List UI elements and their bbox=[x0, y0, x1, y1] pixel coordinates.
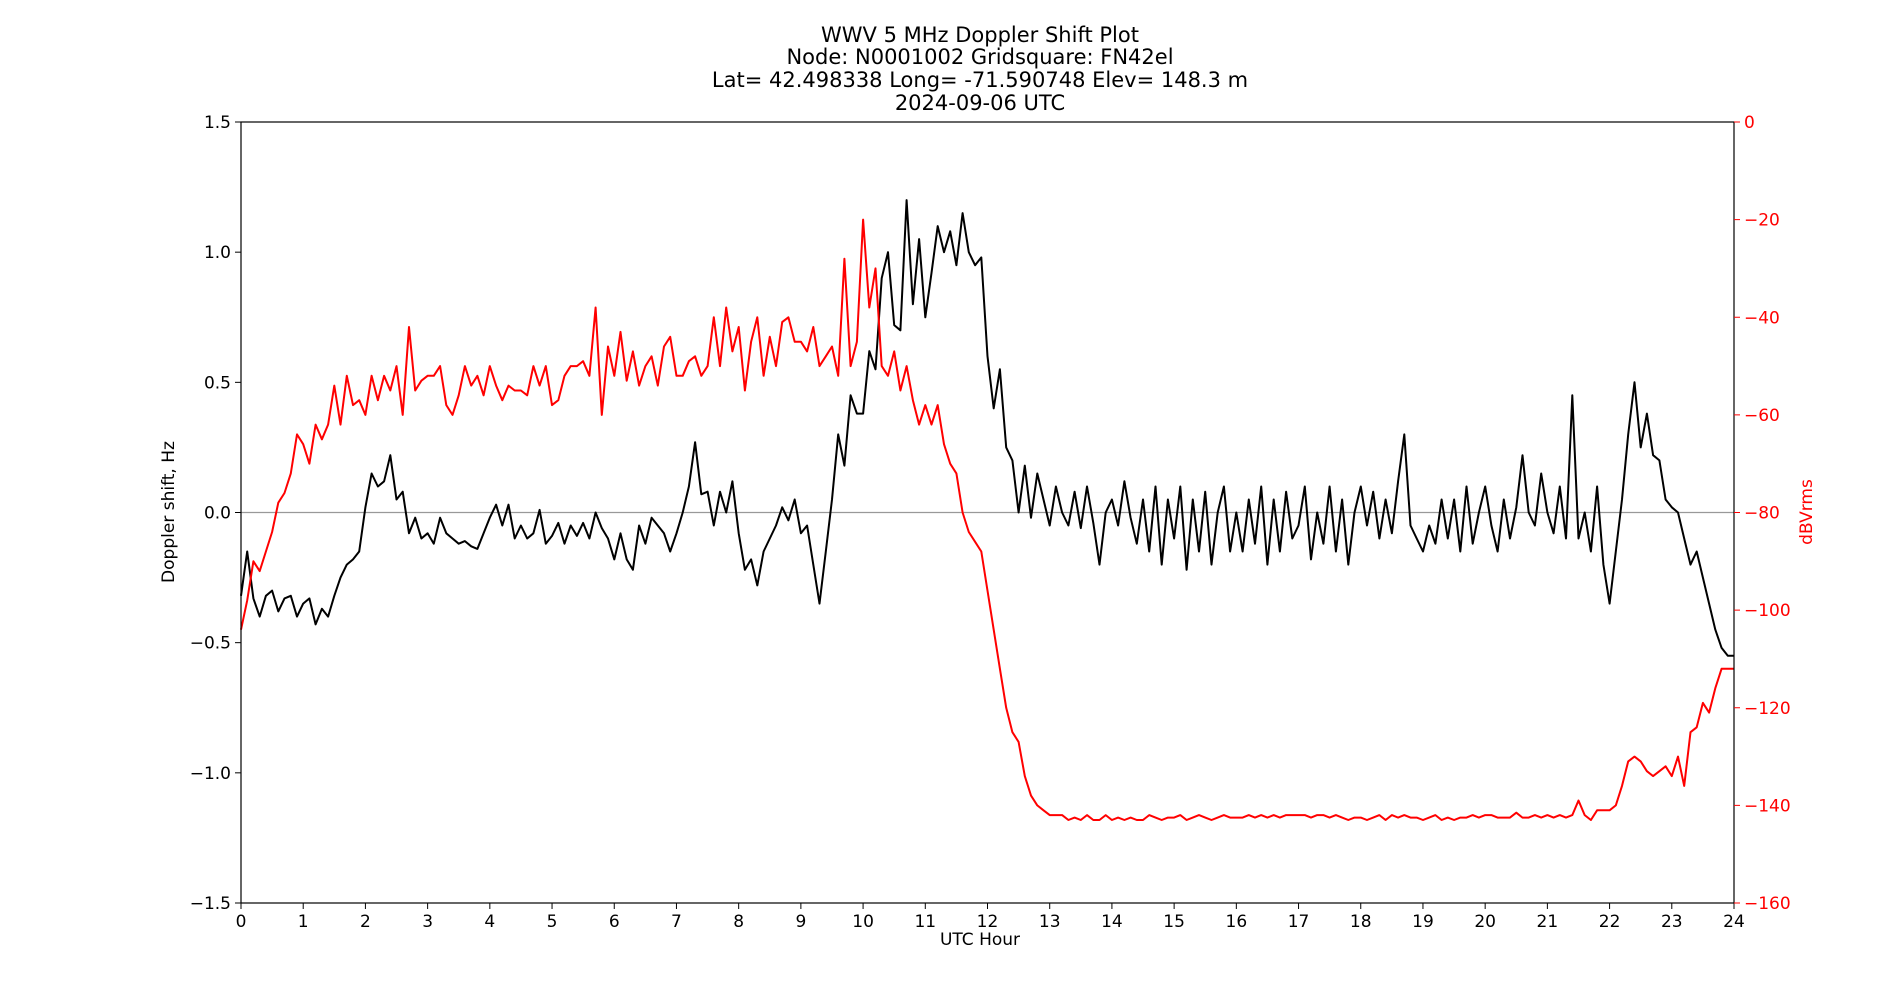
y-tick-label: 0.0 bbox=[204, 504, 231, 524]
y2-tick-label: 0 bbox=[1744, 113, 1755, 133]
x-tick-label: 15 bbox=[1163, 912, 1185, 932]
x-tick-label: 21 bbox=[1537, 912, 1559, 932]
chart-title-line-4: 2024-09-06 UTC bbox=[895, 91, 1065, 115]
series-line-power bbox=[240, 218, 1734, 821]
y-tick-label: −1.5 bbox=[190, 894, 231, 914]
x-tick-label: 11 bbox=[914, 912, 936, 932]
x-axis-label: UTC Hour bbox=[940, 930, 1020, 950]
x-tick-label: 16 bbox=[1226, 912, 1248, 932]
series-line-doppler bbox=[240, 199, 1734, 657]
x-tick-label: 9 bbox=[795, 912, 806, 932]
x-tick-label: 0 bbox=[236, 912, 247, 932]
chart-title-line-1: WWV 5 MHz Doppler Shift Plot bbox=[821, 23, 1139, 47]
x-tick-label: 1 bbox=[298, 912, 309, 932]
x-tick-label: 10 bbox=[852, 912, 874, 932]
x-tick-label: 6 bbox=[609, 912, 620, 932]
y2-tick-label: −160 bbox=[1744, 894, 1791, 914]
y-axis-label: Doppler shift, Hz bbox=[159, 441, 179, 583]
chart-title-line-3: Lat= 42.498338 Long= -71.590748 Elev= 14… bbox=[712, 68, 1248, 92]
y2-tick-label: −100 bbox=[1744, 601, 1791, 621]
y2-tick-label: −60 bbox=[1744, 406, 1780, 426]
x-tick-label: 5 bbox=[547, 912, 558, 932]
x-tick-label: 7 bbox=[671, 912, 682, 932]
x-tick-label: 2 bbox=[360, 912, 371, 932]
y-tick-label: 1.5 bbox=[204, 113, 231, 133]
x-tick-label: 3 bbox=[422, 912, 433, 932]
x-tick-label: 20 bbox=[1474, 912, 1496, 932]
y2-tick-label: −20 bbox=[1744, 211, 1780, 231]
y-tick-label: 0.5 bbox=[204, 373, 231, 393]
plot-area: 0 1 2 3 4 5 6 7 8 9 10 11 12 13 14 15 16 17 18 19 20 21 22 23 24… bbox=[190, 113, 1791, 932]
x-tick-label: 18 bbox=[1350, 912, 1372, 932]
y2-tick-label: −120 bbox=[1744, 699, 1791, 719]
x-tick-label: 22 bbox=[1599, 912, 1621, 932]
y2-tick-label: −80 bbox=[1744, 504, 1780, 524]
x-tick-label: 19 bbox=[1412, 912, 1434, 932]
x-tick-label: 12 bbox=[977, 912, 999, 932]
y-tick-label: −1.0 bbox=[190, 764, 231, 784]
x-tick-label: 23 bbox=[1661, 912, 1683, 932]
x-tick-label: 8 bbox=[733, 912, 744, 932]
y2-tick-label: −140 bbox=[1744, 796, 1791, 816]
x-tick-label: 24 bbox=[1723, 912, 1745, 932]
x-tick-label: 17 bbox=[1288, 912, 1310, 932]
chart-title: WWV 5 MHz Doppler Shift Plot Node: N0001… bbox=[712, 23, 1248, 115]
x-tick-label: 14 bbox=[1101, 912, 1123, 932]
y-tick-label: 1.0 bbox=[204, 243, 231, 263]
y2-axis-label: dBVrms bbox=[1797, 479, 1817, 545]
y2-tick-label: −40 bbox=[1744, 308, 1780, 328]
x-tick-label: 13 bbox=[1039, 912, 1061, 932]
chart-title-line-2: Node: N0001002 Gridsquare: FN42el bbox=[786, 45, 1173, 69]
y-tick-label: −0.5 bbox=[190, 634, 231, 654]
x-tick-label: 4 bbox=[484, 912, 495, 932]
